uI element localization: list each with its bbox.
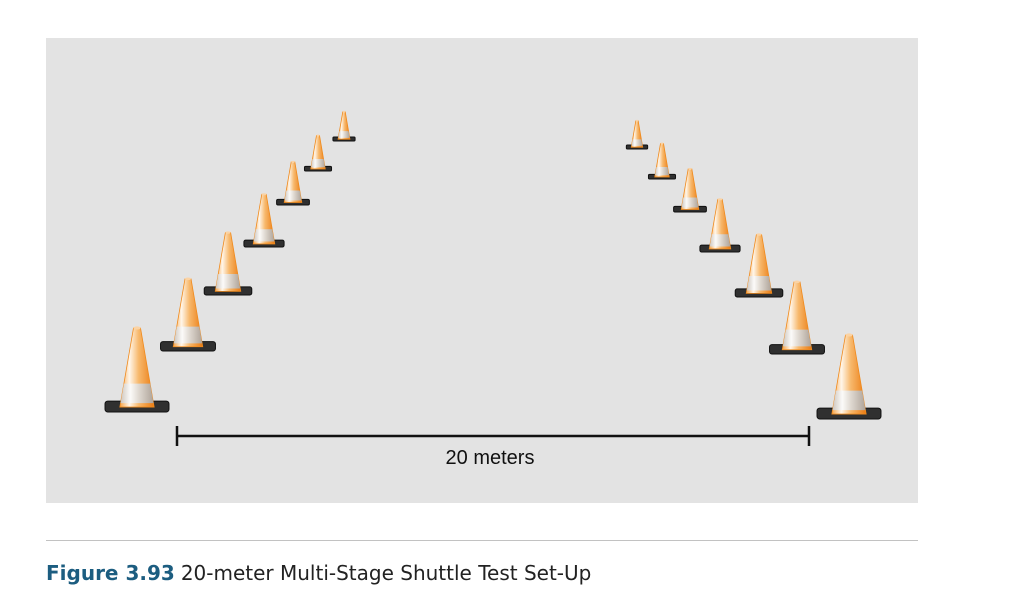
distance-measure: 20 meters [175, 426, 811, 469]
cone-icon [816, 333, 882, 420]
cone-icon [104, 326, 170, 413]
right-cone-row [625, 119, 882, 420]
cone-icon [699, 198, 741, 253]
cone-icon [734, 233, 784, 298]
figure-number: Figure 3.93 [46, 561, 175, 585]
left-cone-row [104, 110, 356, 413]
cone-icon [160, 277, 216, 352]
figure-title: 20-meter Multi-Stage Shuttle Test Set-Up [180, 561, 592, 585]
diagram-panel: 20 meters [46, 38, 918, 503]
figure-caption: Figure 3.93 20-meter Multi-Stage Shuttle … [46, 561, 591, 585]
diagram-background [46, 38, 918, 503]
cone-icon [332, 110, 356, 142]
cone-icon [647, 142, 677, 180]
cone-icon [673, 167, 707, 213]
cone-icon [203, 231, 253, 296]
cone-icon [303, 134, 333, 172]
caption-divider [46, 540, 918, 541]
cone-icon [625, 119, 649, 150]
shuttle-test-diagram: 20 meters [46, 38, 918, 503]
measure-label: 20 meters [446, 447, 535, 469]
cone-icon [276, 160, 310, 206]
cone-icon [769, 280, 825, 355]
cone-icon [243, 193, 285, 248]
